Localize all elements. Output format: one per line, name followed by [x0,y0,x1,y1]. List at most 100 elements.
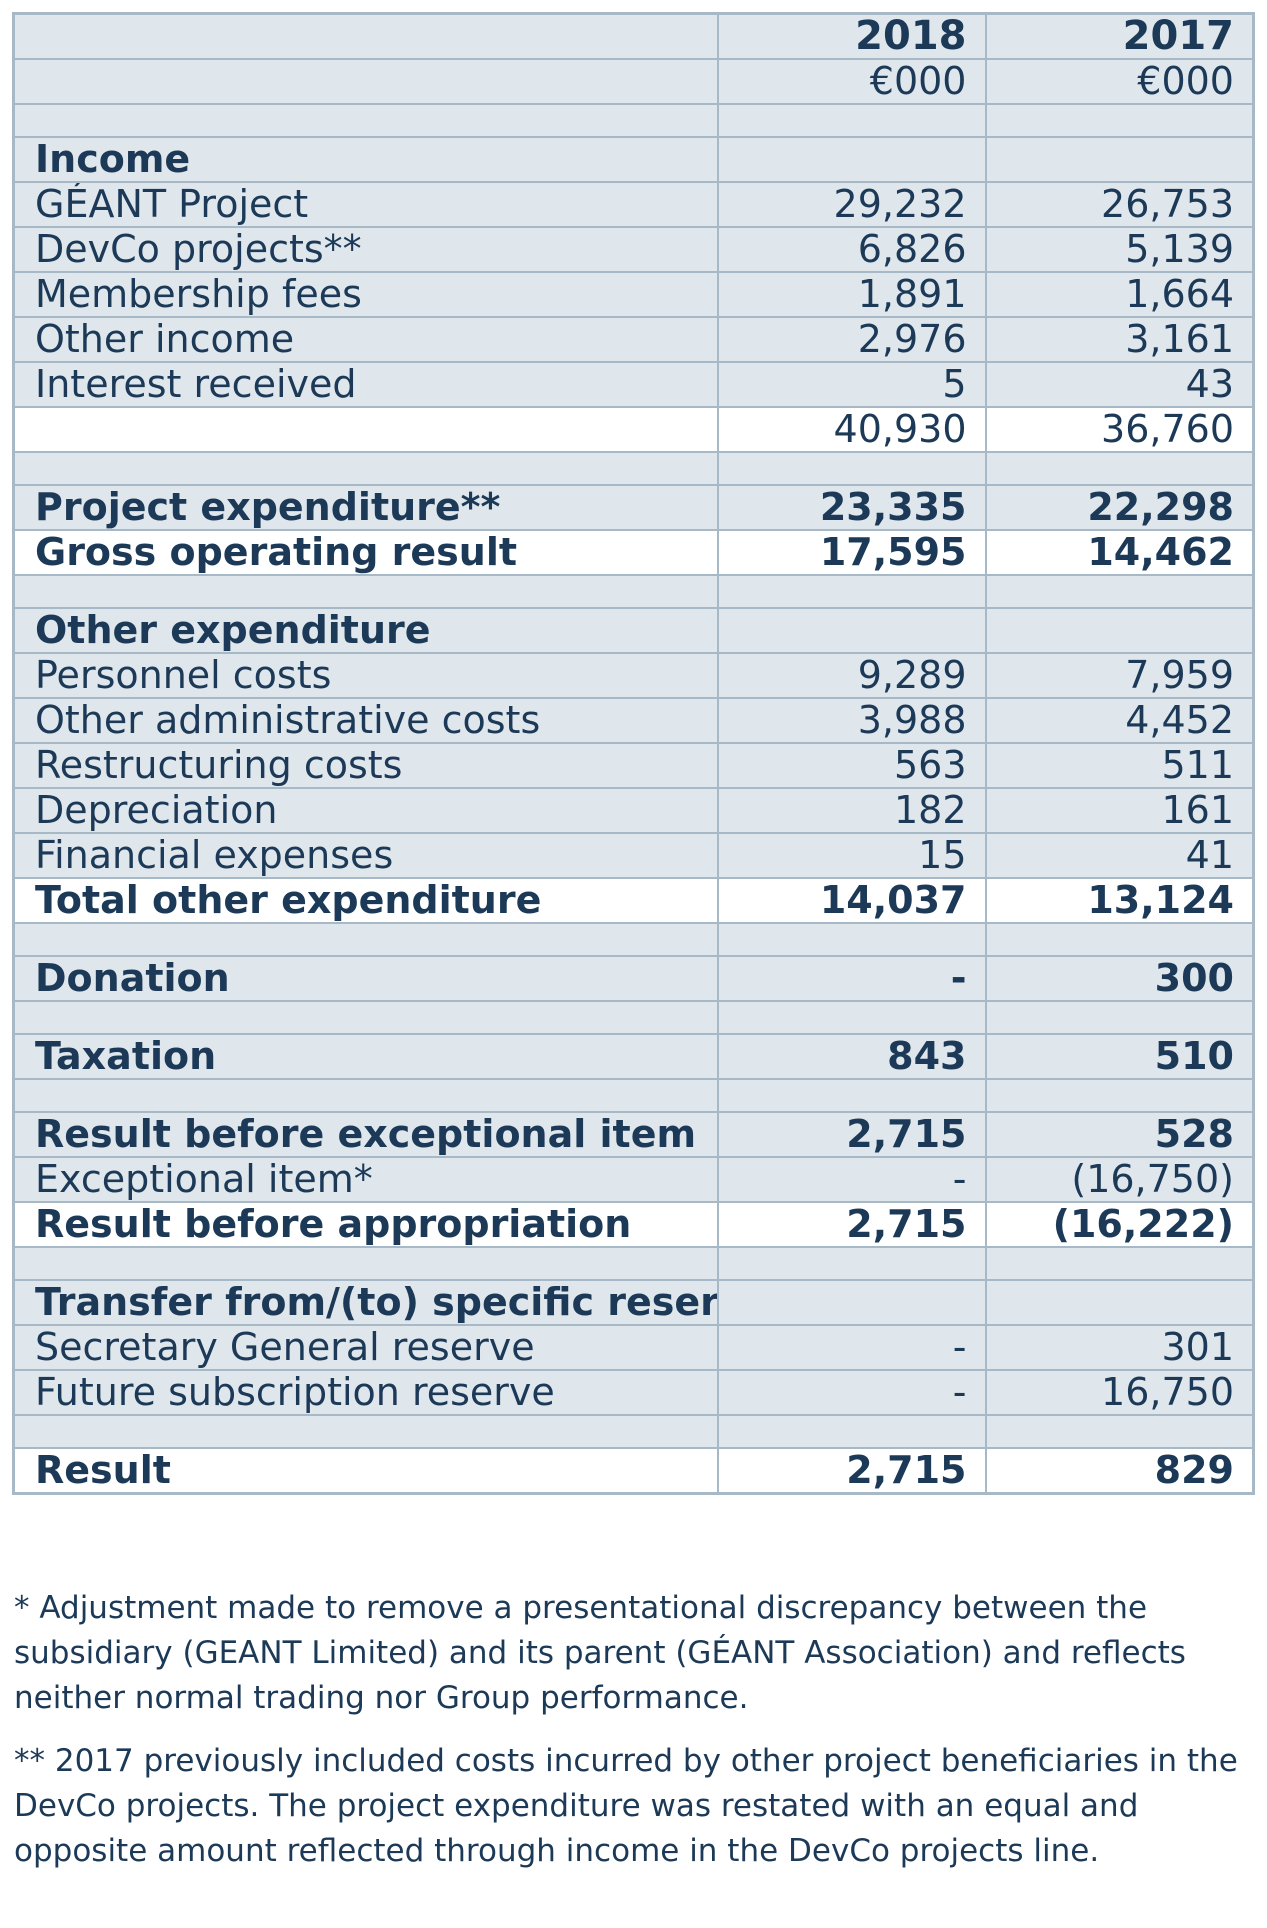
row-value-2017: 829 [986,1448,1254,1494]
row-value-2017: 528 [986,1112,1254,1157]
row-value-2017 [986,608,1254,653]
row-value-2018: 9,289 [718,653,986,698]
spacer-row [14,1247,1254,1280]
row-value-2018: 14,037 [718,878,986,923]
row-label: GÉANT Project [14,182,718,227]
table-row: Other income 2,976 3,161 [14,317,1254,362]
row-value-2018: 182 [718,788,986,833]
row-label: Income [14,137,718,182]
row-value-2018: 15 [718,833,986,878]
header-unit-2018: €000 [718,59,986,104]
table-row: Interest received 5 43 [14,362,1254,407]
row-value-2017: 301 [986,1325,1254,1370]
row-value-2017: 26,753 [986,182,1254,227]
row-value-2018: - [718,1370,986,1415]
row-label: Transfer from/(to) specific reserve [14,1280,718,1325]
header-year-2017: 2017 [986,14,1254,60]
table-row-result-before-exceptional: Result before exceptional item 2,715 528 [14,1112,1254,1157]
row-value-2018 [718,608,986,653]
row-value-2017: 161 [986,788,1254,833]
row-value-2018: 6,826 [718,227,986,272]
income-statement-table: 2018 2017 €000 €000 Income GÉANT Project… [12,12,1255,1495]
table-row-other-expenditure-heading: Other expenditure [14,608,1254,653]
table-row-result-before-appropriation: Result before appropriation 2,715 (16,22… [14,1202,1254,1247]
row-label: Depreciation [14,788,718,833]
spacer-row [14,1079,1254,1112]
table-row: Personnel costs 9,289 7,959 [14,653,1254,698]
row-value-2017: 7,959 [986,653,1254,698]
row-value-2018: 2,715 [718,1202,986,1247]
table-row: Depreciation 182 161 [14,788,1254,833]
row-value-2017 [986,1280,1254,1325]
row-value-2017: 14,462 [986,530,1254,575]
row-value-2018: 2,715 [718,1112,986,1157]
spacer-row [14,1415,1254,1448]
row-value-2017: 510 [986,1034,1254,1079]
header-unit-2017: €000 [986,59,1254,104]
row-value-2018: 2,976 [718,317,986,362]
table-row: Secretary General reserve - 301 [14,1325,1254,1370]
row-label: Exceptional item* [14,1157,718,1202]
row-value-2017: 43 [986,362,1254,407]
row-value-2018: 2,715 [718,1448,986,1494]
spacer-row [14,575,1254,608]
row-label [14,407,718,452]
row-value-2018: 5 [718,362,986,407]
row-value-2018: 23,335 [718,485,986,530]
row-label: Interest received [14,362,718,407]
header-row-units: €000 €000 [14,59,1254,104]
row-label: Other expenditure [14,608,718,653]
row-value-2018: - [718,1157,986,1202]
row-label: Other administrative costs [14,698,718,743]
row-value-2018 [718,137,986,182]
row-value-2017: (16,222) [986,1202,1254,1247]
table-row-transfer-heading: Transfer from/(to) specific reserve [14,1280,1254,1325]
table-row: Financial expenses 15 41 [14,833,1254,878]
row-value-2018: - [718,956,986,1001]
row-value-2017: 1,664 [986,272,1254,317]
row-label: Gross operating result [14,530,718,575]
row-label: Result [14,1448,718,1494]
row-value-2018: 17,595 [718,530,986,575]
row-value-2017: 5,139 [986,227,1254,272]
table-row: Membership fees 1,891 1,664 [14,272,1254,317]
table-row: Future subscription reserve - 16,750 [14,1370,1254,1415]
row-value-2017: 36,760 [986,407,1254,452]
row-value-2017: 300 [986,956,1254,1001]
row-label: Taxation [14,1034,718,1079]
table-row-income-subtotal: 40,930 36,760 [14,407,1254,452]
row-label: Restructuring costs [14,743,718,788]
row-label: DevCo projects** [14,227,718,272]
row-value-2018: 29,232 [718,182,986,227]
row-value-2017: 511 [986,743,1254,788]
footnotes: * Adjustment made to remove a presentati… [14,1586,1250,1892]
table-row-income-heading: Income [14,137,1254,182]
row-value-2018: 40,930 [718,407,986,452]
header-empty-cell [14,59,718,104]
row-value-2018: 3,988 [718,698,986,743]
row-value-2017 [986,137,1254,182]
row-value-2018: 843 [718,1034,986,1079]
table-row: Restructuring costs 563 511 [14,743,1254,788]
table-row-exceptional-item: Exceptional item* - (16,750) [14,1157,1254,1202]
row-label: Donation [14,956,718,1001]
footnote-double-asterisk: ** 2017 previously included costs incurr… [14,1739,1250,1874]
table-row-result: Result 2,715 829 [14,1448,1254,1494]
spacer-row [14,923,1254,956]
row-label: Secretary General reserve [14,1325,718,1370]
header-row-years: 2018 2017 [14,14,1254,60]
row-value-2017: 41 [986,833,1254,878]
table-row: GÉANT Project 29,232 26,753 [14,182,1254,227]
row-value-2017: 13,124 [986,878,1254,923]
spacer-row [14,104,1254,137]
table-row-project-expenditure: Project expenditure** 23,335 22,298 [14,485,1254,530]
row-value-2017: 3,161 [986,317,1254,362]
table-row-donation: Donation - 300 [14,956,1254,1001]
row-label: Personnel costs [14,653,718,698]
row-label: Result before appropriation [14,1202,718,1247]
row-label: Future subscription reserve [14,1370,718,1415]
footnote-single-asterisk: * Adjustment made to remove a presentati… [14,1586,1250,1721]
spacer-row [14,1001,1254,1034]
row-label: Other income [14,317,718,362]
row-value-2018: 1,891 [718,272,986,317]
